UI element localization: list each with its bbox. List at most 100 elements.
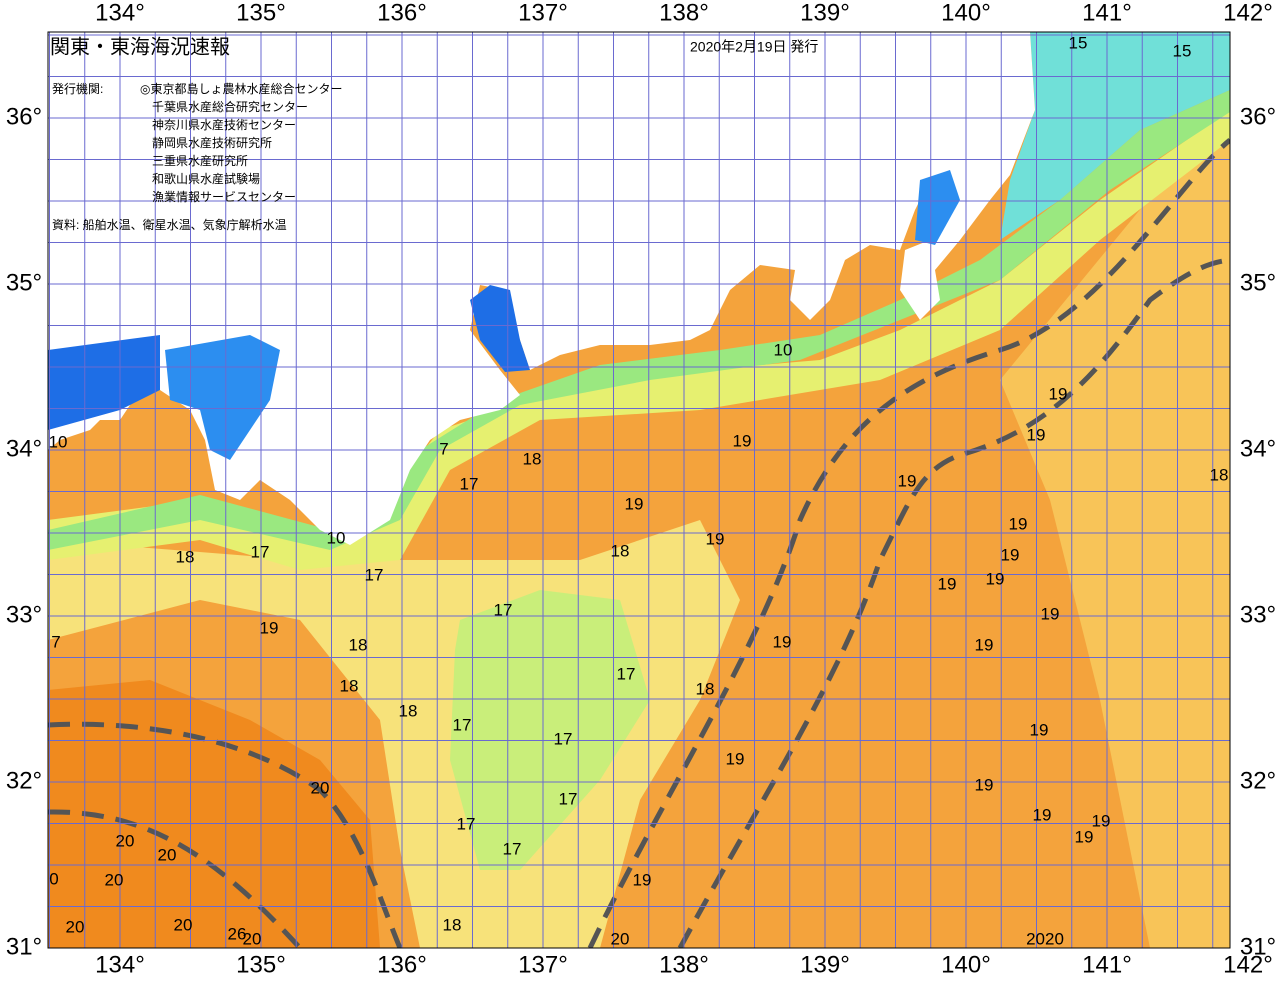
front-line [587, 138, 1230, 948]
longitude-label: 140° [941, 951, 991, 978]
contour-label: 20 [158, 845, 177, 864]
contour-label: 10 [327, 528, 346, 547]
contour-label: 17 [251, 542, 270, 561]
map-frame [47, 31, 1231, 949]
contour-label: 18 [611, 541, 630, 560]
contour-label: 19 [773, 632, 792, 651]
contour-label: 7 [439, 439, 448, 458]
agency: 神奈川県水産技術センター [152, 117, 296, 132]
contour-label: 20 [116, 831, 135, 850]
tokyo-bay [915, 170, 960, 245]
contour-label: 17 [457, 814, 476, 833]
longitude-label: 136° [377, 951, 427, 978]
longitude-label: 139° [800, 0, 850, 26]
contour-label: 19 [733, 431, 752, 450]
seto-inland-sea [48, 335, 160, 430]
contour-label: 0 [49, 869, 58, 888]
contour-label: 18 [1210, 465, 1229, 484]
zone-light-orange [1000, 100, 1230, 948]
latitude-label: 36° [1240, 103, 1276, 130]
contour-label: 20 [66, 917, 85, 936]
contour-label: 18 [340, 676, 359, 695]
agency: ◎東京都島しょ農林水産総合センター [140, 81, 342, 96]
contour-label: 15 [1173, 41, 1192, 60]
latitude-label: 35° [6, 269, 42, 296]
contour-label: 20 [611, 929, 630, 948]
longitude-label: 137° [518, 0, 568, 26]
contour-label: 19 [625, 494, 644, 513]
contour-label: 19 [726, 749, 745, 768]
contour-label: 10 [49, 432, 68, 451]
contour-label: 18 [696, 679, 715, 698]
contour-label: 20 [243, 929, 262, 948]
issue-date: 2020年2月19日 発行 [690, 39, 818, 55]
contour-label: 19 [260, 618, 279, 637]
longitude-label: 142° [1223, 951, 1273, 978]
longitude-label: 141° [1082, 0, 1132, 26]
contour-label: 20 [311, 778, 330, 797]
contour-label: 19 [1041, 604, 1060, 623]
longitude-label: 138° [659, 0, 709, 26]
contour-label: 18 [399, 701, 418, 720]
contour-label: 19 [938, 574, 957, 593]
contour-label: 19 [975, 635, 994, 654]
latitude-label: 32° [6, 767, 42, 794]
contour-label: 18 [523, 449, 542, 468]
contour-label: 17 [617, 664, 636, 683]
contour-label: 15 [1069, 33, 1088, 52]
zone-cyan [1000, 32, 1230, 240]
agency: 和歌山県水産試験場 [152, 171, 260, 186]
contour-label: 18 [443, 915, 462, 934]
longitude-label: 138° [659, 951, 709, 978]
front-line [677, 257, 1230, 948]
contour-label: 19 [1027, 425, 1046, 444]
front-line [48, 809, 302, 948]
latitude-label: 33° [1240, 601, 1276, 628]
longitude-label: 142° [1223, 0, 1273, 26]
latitude-label: 35° [1240, 269, 1276, 296]
contour-label: 19 [706, 529, 725, 548]
longitude-label: 135° [236, 0, 286, 26]
contour-label: 20 [174, 915, 193, 934]
title: 関東・東海海況速報 [50, 35, 230, 58]
contour-label: 19 [1049, 384, 1068, 403]
longitude-label: 134° [95, 0, 145, 26]
zone-warm [48, 680, 380, 948]
latitude-label: 33° [6, 601, 42, 628]
contour-label: 17 [453, 715, 472, 734]
zone-light-green [450, 590, 650, 870]
longitude-label: 137° [518, 951, 568, 978]
agency: 静岡県水産技術研究所 [152, 135, 272, 150]
contour-label: 19 [975, 775, 994, 794]
contour-label: 19 [633, 870, 652, 889]
contour-label: 18 [176, 547, 195, 566]
contour-label: 17 [554, 729, 573, 748]
agency: 三重県水産研究所 [152, 153, 248, 168]
source: 資料: 船舶水温、衛星水温、気象庁解析水温 [52, 217, 287, 232]
contour-label: 19 [1075, 827, 1094, 846]
land [48, 32, 1035, 545]
contour-label: 18 [349, 635, 368, 654]
contour-label: 17 [559, 789, 578, 808]
contour-label: 2020 [1026, 929, 1064, 948]
agencies-label: 発行機関: [52, 81, 103, 96]
osaka-bay [165, 335, 280, 460]
graticule [48, 32, 1230, 948]
contour-label: 17 [503, 839, 522, 858]
contour-label: 26 [228, 924, 247, 943]
longitude-label: 136° [377, 0, 427, 26]
contour-label: 7 [51, 632, 60, 651]
contour-label: 17 [494, 600, 513, 619]
latitude-label: 34° [1240, 435, 1276, 462]
latitude-label: 32° [1240, 767, 1276, 794]
latitude-label: 34° [6, 435, 42, 462]
contour-label: 20 [105, 870, 124, 889]
contour-label: 19 [898, 471, 917, 490]
latitude-label: 31° [1240, 933, 1276, 960]
contour-label: 19 [1092, 811, 1111, 830]
longitude-label: 140° [941, 0, 991, 26]
agency: 漁業情報サービスセンター [152, 190, 296, 204]
longitude-label: 141° [1082, 951, 1132, 978]
